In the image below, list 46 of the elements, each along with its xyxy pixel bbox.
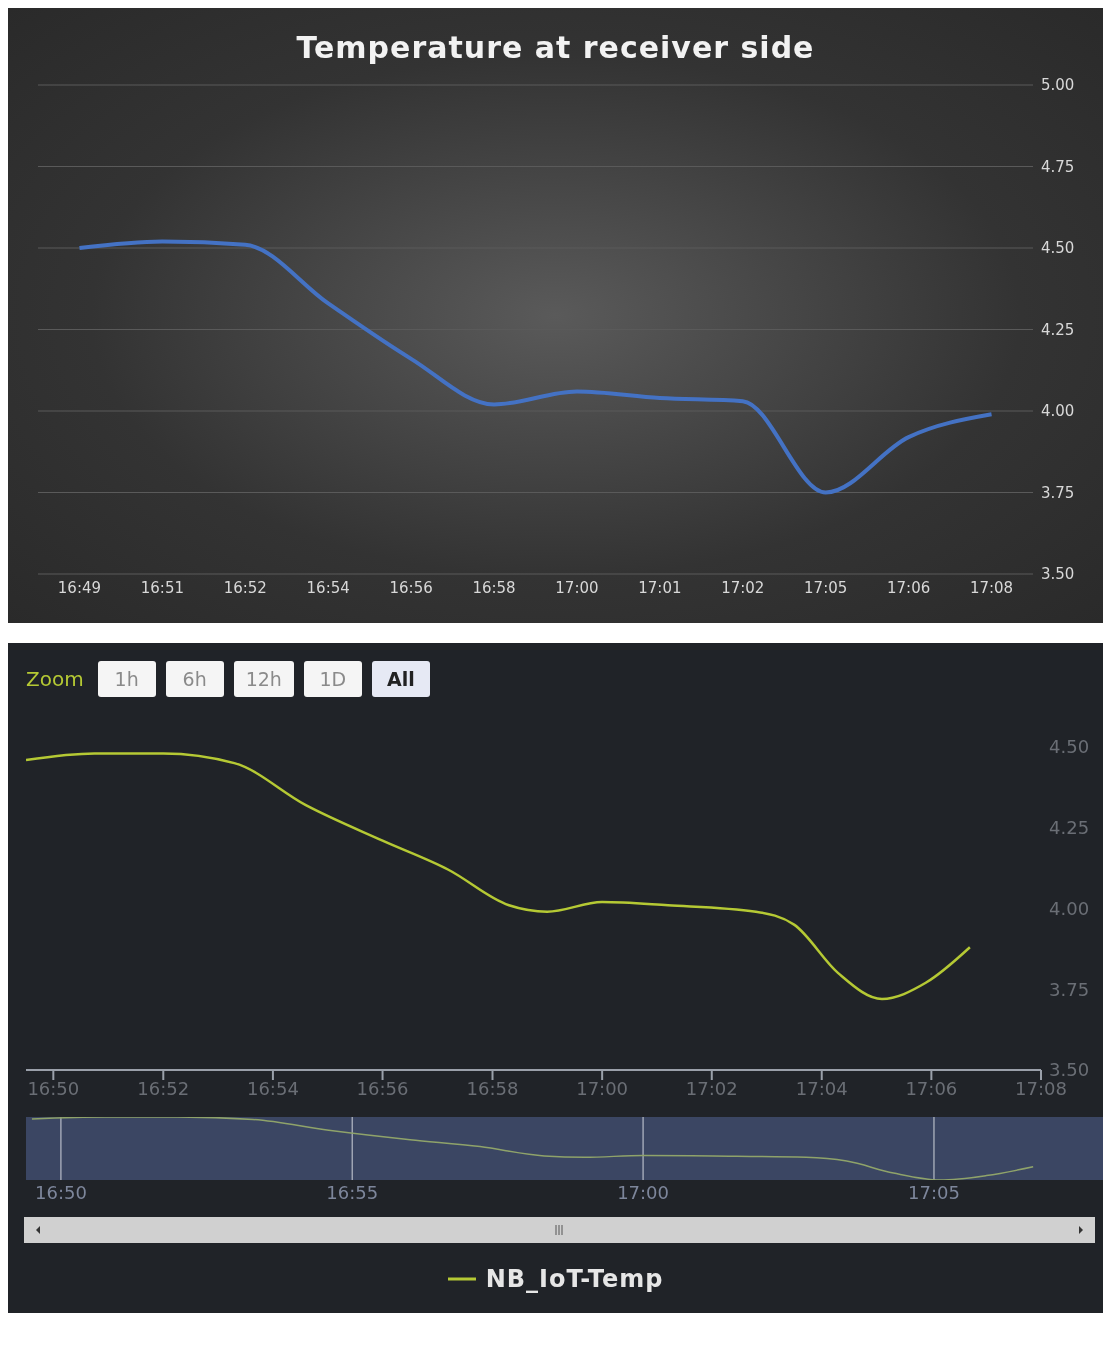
x-tick-label: 17:00 (555, 578, 599, 597)
x-tick-label: 17:08 (969, 578, 1014, 597)
line-series (26, 752, 972, 1001)
x-tick-label: 17:04 (795, 1077, 848, 1099)
y-tick-label: 3.75 (1049, 978, 1090, 1000)
y-tick-label: 4.50 (1049, 736, 1090, 758)
x-tick-label: 16:56 (389, 578, 433, 597)
text: 12h (233, 661, 294, 697)
x-tick-label: 17:05 (804, 578, 848, 597)
x-tick-label: 16:51 (140, 578, 184, 597)
x-tick-label: 16:52 (223, 578, 267, 597)
y-tick-label: 4.25 (1049, 817, 1090, 839)
x-tick-label: 17:06 (887, 578, 931, 597)
x-tick-label: 16:55 (326, 1181, 379, 1203)
x-tick-label: 17:01 (638, 578, 682, 597)
x-tick-label: 16:50 (27, 1077, 80, 1099)
y-tick-label: 4.50 (1041, 239, 1075, 258)
x-tick-label: 16:58 (472, 578, 516, 597)
x-tick-label: 17:02 (721, 578, 765, 597)
y-tick-label: 3.50 (1041, 565, 1075, 584)
y-tick-label: 3.75 (1041, 483, 1075, 502)
x-tick-label: 16:58 (466, 1077, 519, 1099)
x-tick-label: 17:00 (576, 1077, 629, 1099)
text: 1h (97, 661, 156, 697)
text: 1D (303, 661, 362, 697)
x-tick-label: 16:56 (356, 1077, 409, 1099)
x-tick-label: 16:54 (306, 578, 350, 597)
chart-title: Temperature at receiver side (295, 29, 816, 67)
x-tick-label: 16:52 (137, 1077, 190, 1099)
x-tick-label: 16:49 (57, 578, 102, 597)
y-tick-label: 5.00 (1041, 76, 1075, 95)
text: 6h (165, 661, 224, 697)
y-tick-label: 4.75 (1041, 157, 1075, 176)
x-tick-label: 17:00 (617, 1181, 670, 1203)
x-tick-label: 17:05 (908, 1181, 960, 1203)
y-tick-label: 4.00 (1041, 402, 1075, 421)
legend-label: NB_IoT-Temp (485, 1265, 664, 1293)
x-tick-label: 17:02 (685, 1077, 738, 1099)
y-tick-label: 4.25 (1041, 320, 1075, 339)
y-tick-label: 4.00 (1049, 897, 1090, 919)
text: All (371, 661, 430, 697)
x-tick-label: 16:54 (246, 1077, 299, 1099)
line-series (77, 239, 994, 495)
text: Zoom (26, 667, 84, 691)
x-tick-label: 17:06 (905, 1077, 958, 1099)
x-tick-label: 16:50 (34, 1181, 87, 1203)
